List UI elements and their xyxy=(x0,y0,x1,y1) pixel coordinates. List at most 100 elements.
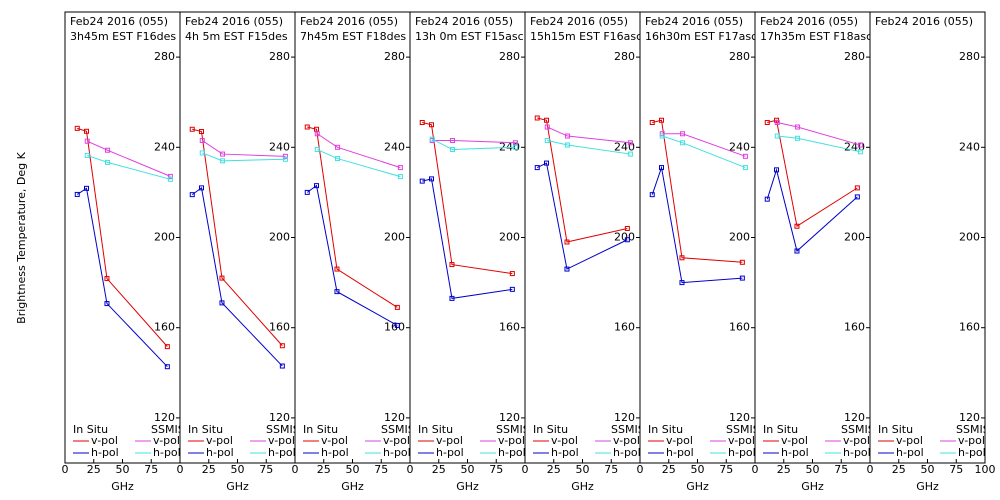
data-point xyxy=(335,144,341,150)
x-tick-label: 25 xyxy=(777,463,791,476)
x-tick-label: 75 xyxy=(719,463,733,476)
y-tick-label: 120 xyxy=(384,411,405,424)
data-point xyxy=(105,147,111,153)
y-tick-label: 120 xyxy=(614,411,635,424)
y-tick-label: 160 xyxy=(384,321,405,334)
x-axis-label: GHz xyxy=(916,480,939,493)
data-point xyxy=(334,266,340,272)
data-point xyxy=(164,364,170,370)
data-point xyxy=(104,276,110,282)
legend-label: h-pol xyxy=(613,446,641,459)
x-tick-label: 0 xyxy=(62,463,69,476)
data-point xyxy=(854,194,860,200)
x-tick-label: 50 xyxy=(691,463,705,476)
x-tick-label: 25 xyxy=(662,463,676,476)
legend-label: v-pol xyxy=(206,434,233,447)
data-point xyxy=(679,255,685,261)
legend-label: h-pol xyxy=(843,446,871,459)
data-point xyxy=(449,295,455,301)
data-point xyxy=(419,119,425,125)
y-tick-label: 280 xyxy=(499,50,520,63)
legend-label: h-pol xyxy=(321,446,349,459)
x-tick-label: 25 xyxy=(547,463,561,476)
y-tick-label: 200 xyxy=(269,231,290,244)
legend-label: h-pol xyxy=(958,446,986,459)
data-point xyxy=(84,152,90,158)
data-point xyxy=(84,138,90,144)
data-point xyxy=(659,165,665,171)
y-tick-label: 240 xyxy=(729,140,750,153)
x-tick-label: 75 xyxy=(259,463,273,476)
data-point xyxy=(397,174,403,180)
y-tick-label: 280 xyxy=(614,50,635,63)
x-tick-label: 100 xyxy=(975,463,996,476)
data-point xyxy=(219,275,225,281)
x-tick-label: 25 xyxy=(892,463,906,476)
x-tick-label: 25 xyxy=(317,463,331,476)
legend-label: h-pol xyxy=(91,446,119,459)
x-tick-label: 75 xyxy=(834,463,848,476)
data-point xyxy=(429,122,435,128)
x-axis-label: GHz xyxy=(801,480,824,493)
data-point xyxy=(854,185,860,191)
legend-label: v-pol xyxy=(896,434,923,447)
data-point xyxy=(534,165,540,171)
series-line xyxy=(317,149,401,178)
series-line xyxy=(306,184,398,326)
data-point xyxy=(74,125,80,131)
panel-subtitle: 3h45m EST F16des xyxy=(70,30,176,43)
data-point xyxy=(394,322,400,328)
panel-subtitle: 17h35m EST F18asc xyxy=(760,30,872,43)
y-tick-label: 160 xyxy=(614,321,635,334)
data-point xyxy=(659,133,665,139)
series-line xyxy=(432,138,516,151)
x-tick-label: 0 xyxy=(292,463,299,476)
panel: Feb24 2016 (055) 16h30m EST F17asc 120 160 2… xyxy=(645,15,755,459)
legend-group-title: In Situ xyxy=(878,423,913,436)
series-line xyxy=(307,126,398,308)
legend-group-title: SSMIS xyxy=(611,423,645,436)
legend-label: v-pol xyxy=(498,434,525,447)
data-point xyxy=(624,237,630,243)
data-point xyxy=(84,128,90,134)
data-point xyxy=(544,124,550,130)
y-tick-label: 160 xyxy=(729,321,750,334)
y-tick-label: 200 xyxy=(499,231,520,244)
series-line xyxy=(77,127,168,347)
x-tick-label: 50 xyxy=(921,463,935,476)
data-point xyxy=(314,131,320,137)
panel-title: Feb24 2016 (055) xyxy=(530,15,628,28)
series-line xyxy=(87,154,171,180)
data-point xyxy=(739,259,745,265)
legend-group-title: SSMIS xyxy=(266,423,300,436)
x-tick-label: 75 xyxy=(489,463,503,476)
x-tick-label: 25 xyxy=(432,463,446,476)
panel-subtitle: 4h 5m EST F15des xyxy=(185,30,288,43)
data-point xyxy=(795,124,801,130)
panel-subtitle: 7h45m EST F18des xyxy=(300,30,406,43)
data-point xyxy=(565,142,571,148)
data-point xyxy=(509,271,515,277)
panel-title: Feb24 2016 (055) xyxy=(415,15,513,28)
x-axis-label: GHz xyxy=(226,480,249,493)
legend-label: h-pol xyxy=(666,446,694,459)
y-tick-label: 200 xyxy=(384,231,405,244)
panel: Feb24 2016 (055) 4h 5m EST F15des 120 160 20… xyxy=(185,15,300,459)
data-point xyxy=(742,165,748,171)
data-point xyxy=(304,189,310,195)
x-tick-label: 25 xyxy=(202,463,216,476)
y-tick-label: 160 xyxy=(499,321,520,334)
panel-subtitle: 13h 0m EST F15asc xyxy=(415,30,524,43)
data-point xyxy=(314,126,320,132)
series-line xyxy=(662,135,746,169)
data-point xyxy=(450,147,456,153)
panel-title: Feb24 2016 (055) xyxy=(875,15,973,28)
data-point xyxy=(282,156,288,162)
legend-label: v-pol xyxy=(268,434,295,447)
data-point xyxy=(774,119,780,125)
series-line xyxy=(547,140,631,155)
x-tick-label: 25 xyxy=(87,463,101,476)
data-point xyxy=(74,191,80,197)
y-tick-label: 280 xyxy=(959,50,980,63)
series-line xyxy=(432,140,516,144)
